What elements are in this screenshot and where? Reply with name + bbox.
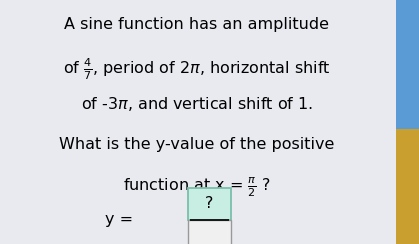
Text: function at x = $\frac{\pi}{2}$ ?: function at x = $\frac{\pi}{2}$ ?: [123, 176, 271, 199]
FancyBboxPatch shape: [188, 188, 231, 220]
Text: What is the y-value of the positive: What is the y-value of the positive: [59, 137, 335, 152]
FancyBboxPatch shape: [188, 220, 231, 244]
Text: A sine function has an amplitude: A sine function has an amplitude: [65, 17, 329, 32]
Text: of $\frac{4}{7}$, period of 2$\pi$, horizontal shift: of $\frac{4}{7}$, period of 2$\pi$, hori…: [63, 56, 331, 82]
Text: ?: ?: [205, 196, 214, 211]
Text: of -3$\pi$, and vertical shift of 1.: of -3$\pi$, and vertical shift of 1.: [81, 95, 313, 113]
Text: y =: y =: [105, 212, 138, 227]
